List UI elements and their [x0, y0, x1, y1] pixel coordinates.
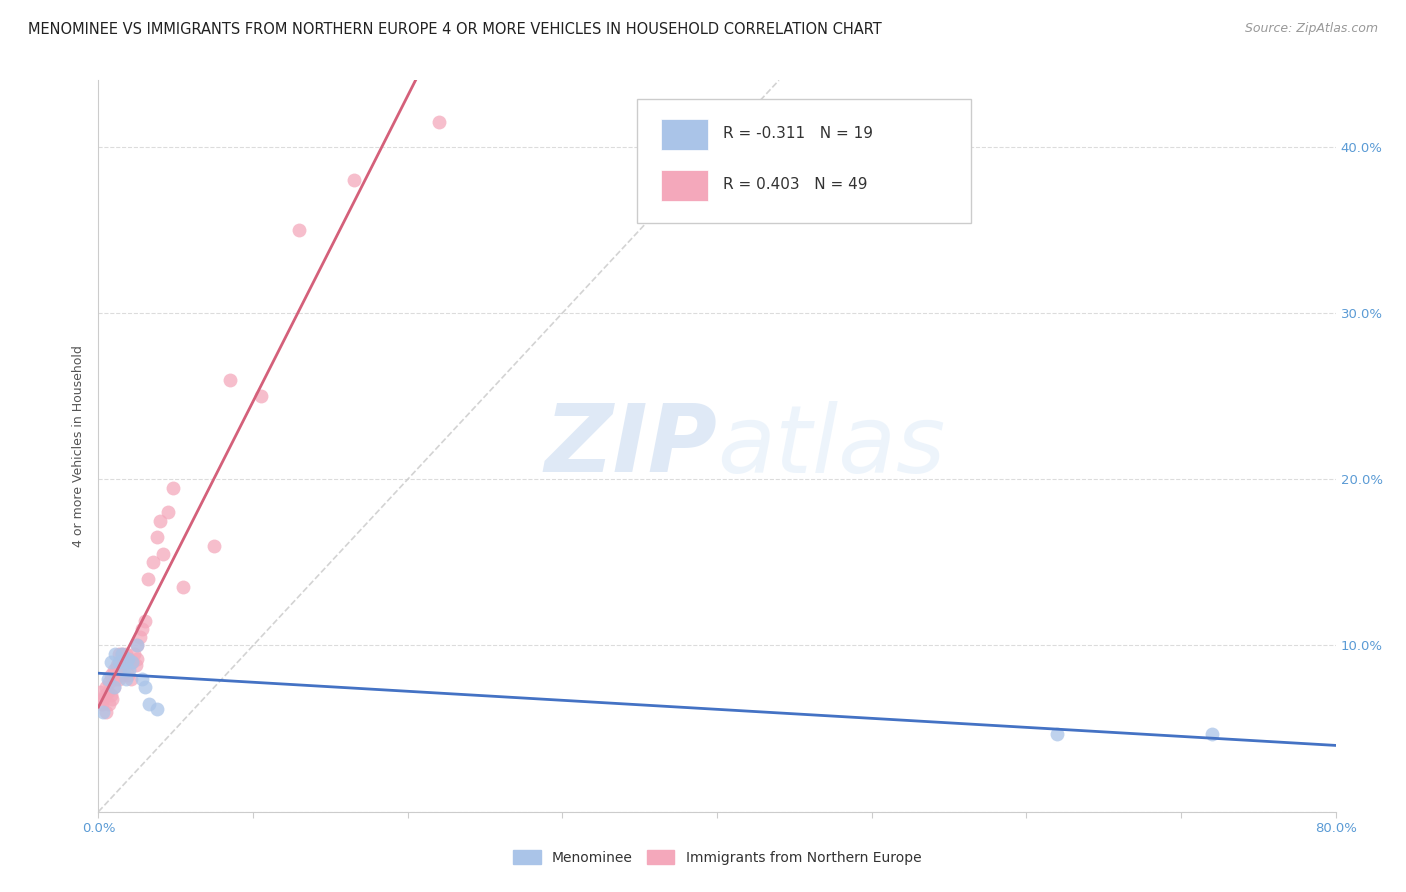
Point — [427, 115, 450, 129]
Point — [134, 680, 156, 694]
FancyBboxPatch shape — [661, 170, 709, 201]
Point — [104, 647, 127, 661]
Point — [250, 389, 273, 403]
Point — [112, 664, 135, 678]
Point — [134, 614, 156, 628]
Point — [103, 680, 125, 694]
Point — [127, 639, 149, 653]
Point — [131, 672, 153, 686]
Point — [114, 655, 136, 669]
Point — [103, 664, 125, 678]
Point — [152, 547, 174, 561]
Point — [124, 658, 146, 673]
Point — [107, 647, 129, 661]
Point — [288, 223, 311, 237]
FancyBboxPatch shape — [637, 99, 970, 223]
Point — [90, 697, 112, 711]
Point — [111, 668, 134, 682]
Text: Source: ZipAtlas.com: Source: ZipAtlas.com — [1244, 22, 1378, 36]
Point — [142, 555, 165, 569]
Point — [173, 580, 195, 594]
Point — [219, 372, 242, 386]
Text: ZIP: ZIP — [544, 400, 717, 492]
Point — [118, 652, 141, 666]
Point — [91, 705, 114, 719]
Point — [129, 630, 152, 644]
Text: MENOMINEE VS IMMIGRANTS FROM NORTHERN EUROPE 4 OR MORE VEHICLES IN HOUSEHOLD COR: MENOMINEE VS IMMIGRANTS FROM NORTHERN EU… — [28, 22, 882, 37]
Point — [108, 664, 131, 678]
Point — [115, 672, 138, 686]
Point — [97, 685, 120, 699]
Point — [97, 672, 120, 686]
Point — [112, 658, 135, 673]
Point — [93, 689, 115, 703]
Point — [91, 691, 114, 706]
Point — [138, 697, 160, 711]
Point — [204, 539, 226, 553]
Point — [117, 652, 139, 666]
Point — [117, 668, 139, 682]
Point — [127, 652, 149, 666]
Point — [89, 685, 111, 699]
Point — [131, 622, 153, 636]
Point — [343, 173, 366, 187]
Point — [111, 647, 134, 661]
Point — [157, 506, 180, 520]
Point — [98, 675, 121, 690]
Point — [120, 672, 142, 686]
Point — [107, 655, 129, 669]
Point — [107, 672, 129, 686]
Point — [146, 530, 169, 544]
Point — [127, 639, 149, 653]
Point — [136, 572, 159, 586]
Text: R = 0.403   N = 49: R = 0.403 N = 49 — [723, 178, 868, 193]
FancyBboxPatch shape — [661, 119, 709, 150]
Point — [100, 655, 122, 669]
Point — [162, 481, 184, 495]
Point — [103, 680, 125, 694]
Point — [100, 668, 122, 682]
Text: atlas: atlas — [717, 401, 945, 491]
Point — [121, 655, 143, 669]
Point — [96, 680, 118, 694]
Point — [121, 655, 143, 669]
Point — [96, 705, 118, 719]
Point — [115, 647, 138, 661]
Point — [98, 697, 121, 711]
Legend: Menominee, Immigrants from Northern Europe: Menominee, Immigrants from Northern Euro… — [508, 845, 927, 871]
Point — [146, 701, 169, 715]
Point — [111, 647, 134, 661]
Point — [105, 658, 128, 673]
Point — [104, 672, 127, 686]
Point — [1201, 726, 1223, 740]
Point — [101, 691, 124, 706]
Y-axis label: 4 or more Vehicles in Household: 4 or more Vehicles in Household — [72, 345, 86, 547]
Point — [100, 689, 122, 703]
Point — [149, 514, 172, 528]
Text: R = -0.311   N = 19: R = -0.311 N = 19 — [723, 126, 873, 141]
Point — [1046, 726, 1069, 740]
Point — [122, 647, 145, 661]
Point — [118, 664, 141, 678]
